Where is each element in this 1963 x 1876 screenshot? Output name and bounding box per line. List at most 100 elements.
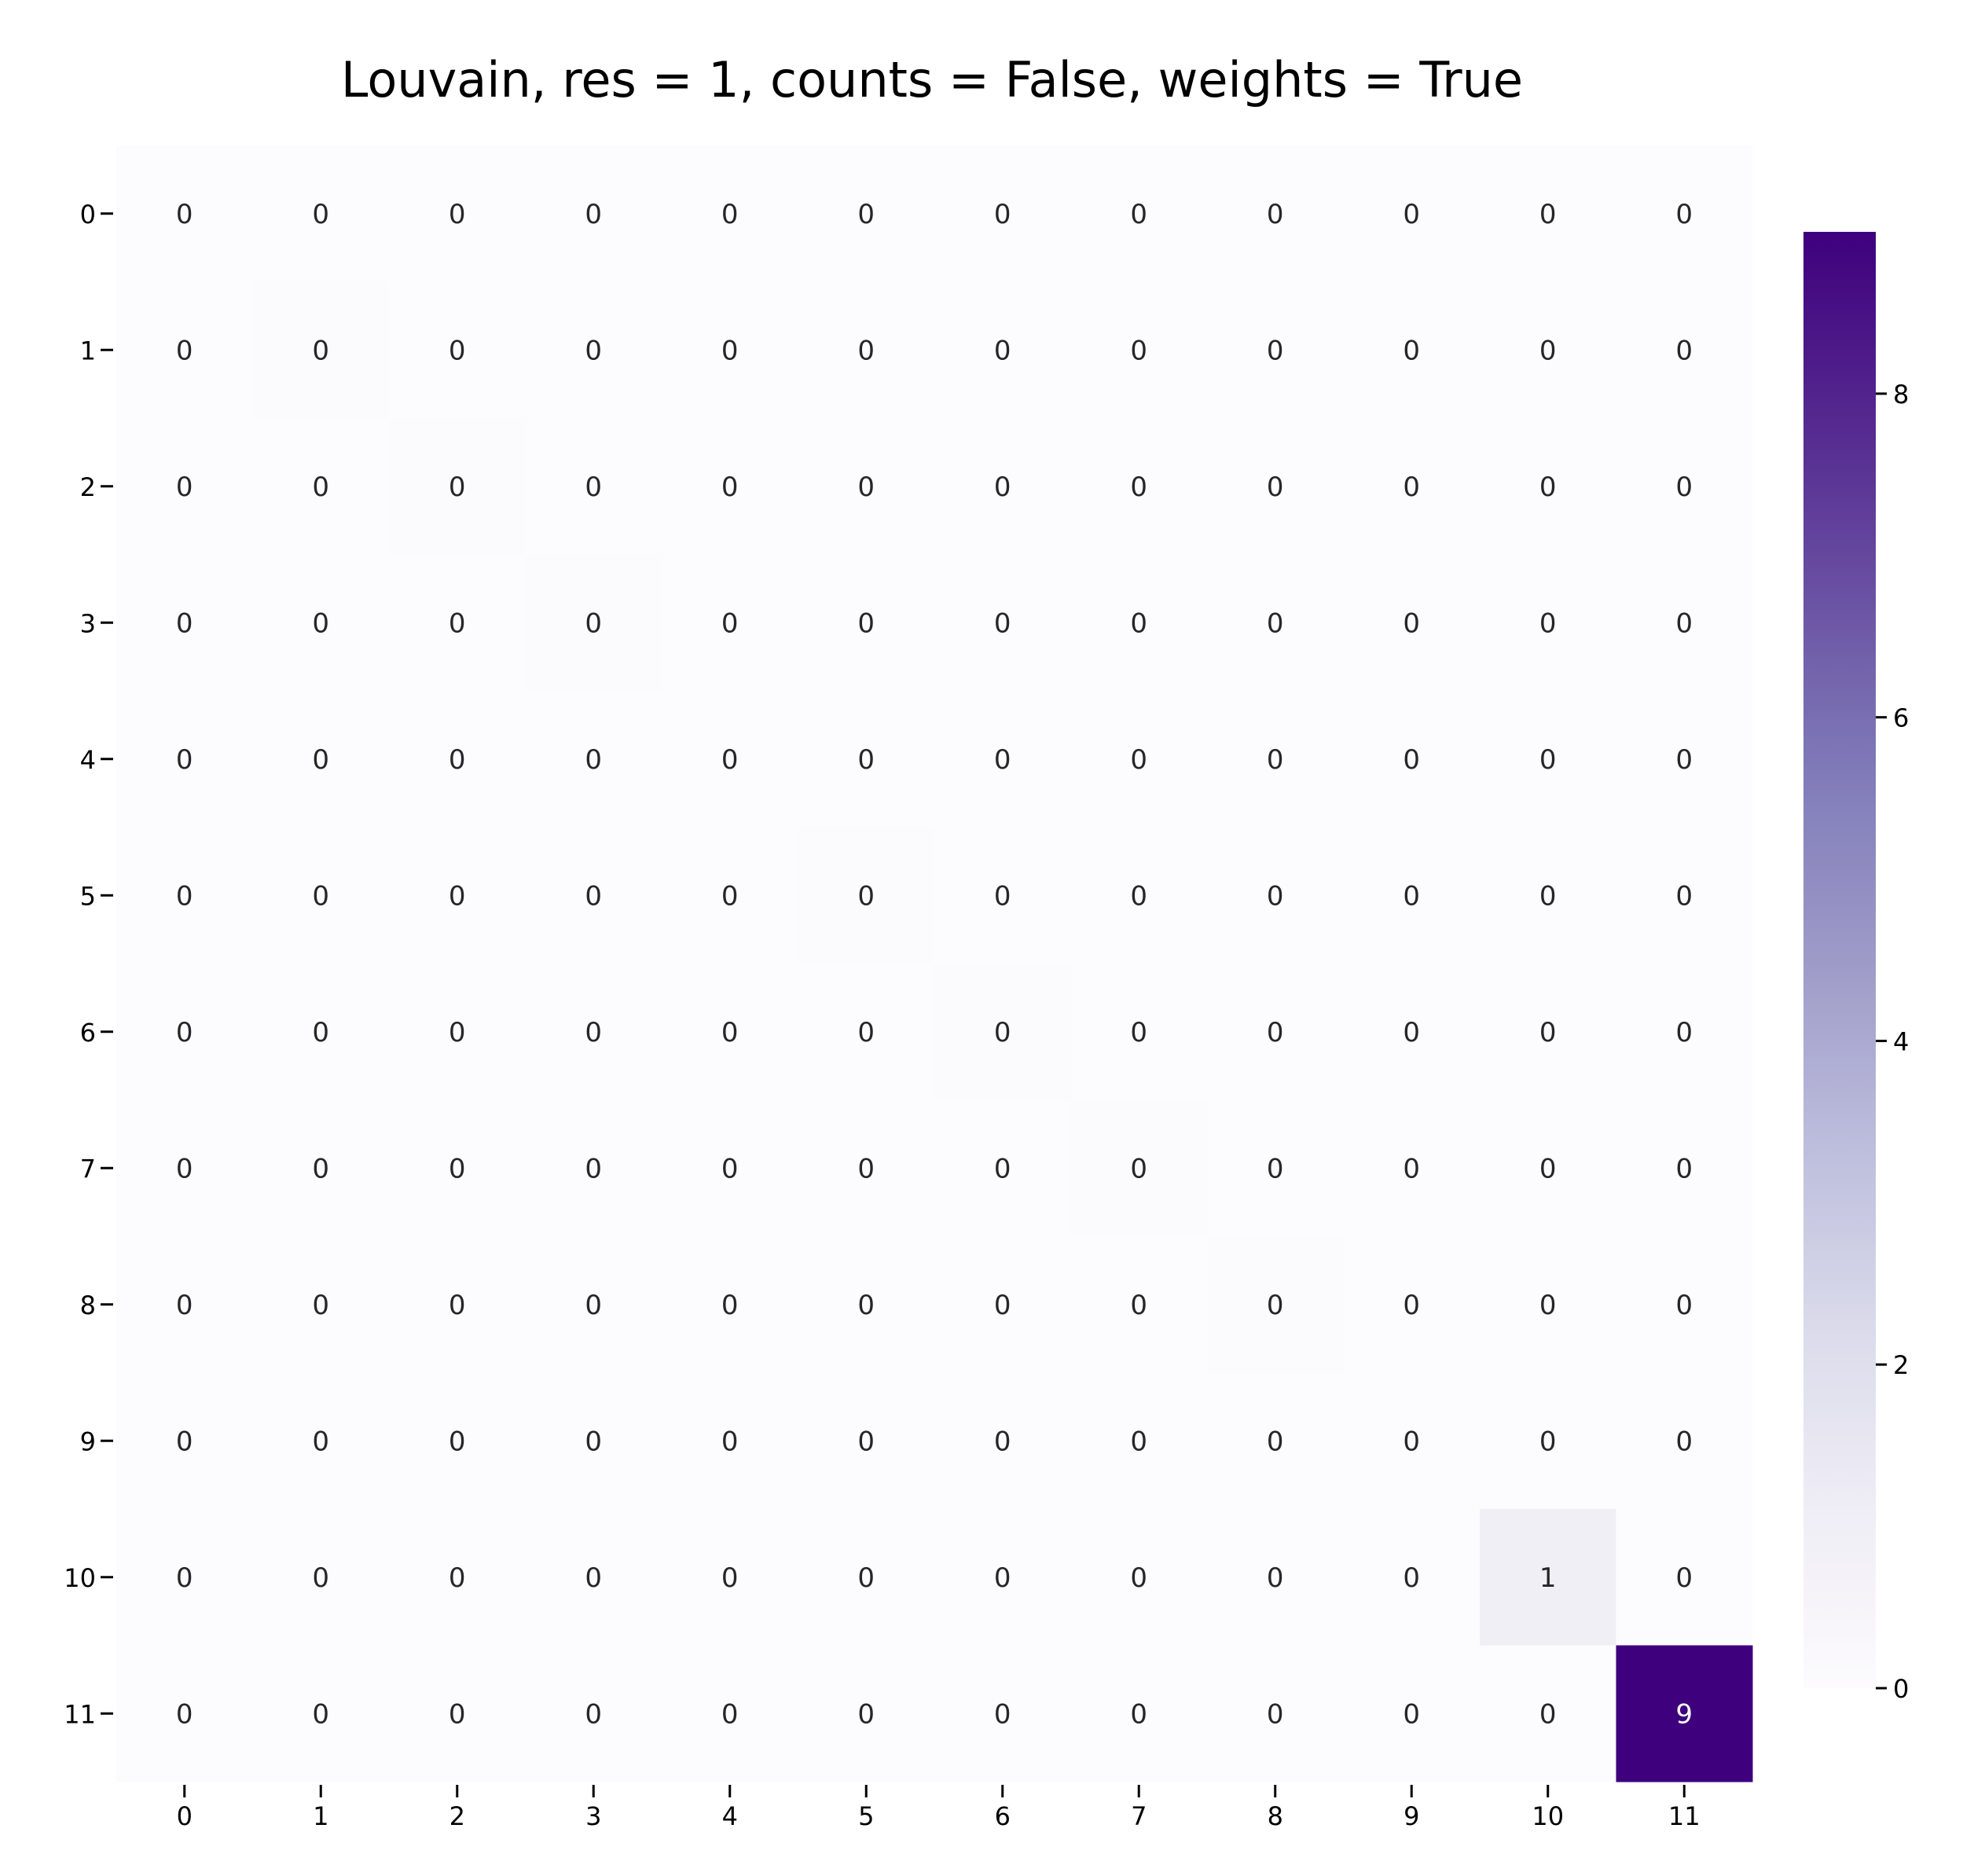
cell-label-9-4: 0	[721, 1426, 739, 1457]
cell-label-2-2: 0	[449, 472, 466, 503]
heatmap-cell-2-1	[252, 418, 390, 555]
cell-label-11-1: 0	[312, 1698, 329, 1730]
y-tick-label-7: 7	[80, 1154, 96, 1184]
cell-label-7-4: 0	[721, 1153, 739, 1184]
cell-label-5-2: 0	[449, 880, 466, 912]
cell-label-3-3: 0	[585, 608, 602, 639]
heatmap-cell-9-6	[934, 1372, 1071, 1510]
heatmap-cell-10-0	[116, 1509, 253, 1646]
heatmap-cell-11-6	[934, 1645, 1071, 1782]
heatmap-cell-7-4	[662, 1100, 798, 1237]
cell-label-1-11: 0	[1675, 335, 1693, 366]
cell-label-0-7: 0	[1130, 199, 1147, 230]
x-tick-label-9: 9	[1403, 1801, 1419, 1831]
cell-label-8-1: 0	[312, 1290, 329, 1321]
heatmap-cell-1-0	[116, 281, 253, 419]
cell-label-0-0: 0	[176, 199, 193, 230]
heatmap-cell-4-5	[798, 691, 935, 828]
cell-label-4-4: 0	[721, 744, 739, 776]
y-tick-label-5: 5	[80, 881, 96, 911]
x-tick-label-8: 8	[1268, 1801, 1283, 1831]
heatmap-cell-9-7	[1070, 1372, 1208, 1510]
heatmap-cell-2-10	[1480, 418, 1616, 555]
heatmap-cell-5-9	[1343, 827, 1481, 964]
cell-label-9-0: 0	[176, 1426, 193, 1457]
heatmap-cell-8-5	[798, 1236, 935, 1373]
heatmap-cell-10-7	[1070, 1509, 1208, 1646]
cell-label-4-5: 0	[857, 744, 875, 776]
cell-label-7-11: 0	[1675, 1153, 1693, 1184]
cell-label-4-0: 0	[176, 744, 193, 776]
cell-label-10-1: 0	[312, 1562, 329, 1594]
cell-label-6-1: 0	[312, 1017, 329, 1048]
heatmap-cell-6-6	[934, 964, 1071, 1100]
heatmap-cell-11-1	[252, 1645, 390, 1782]
cell-label-2-10: 0	[1539, 472, 1557, 503]
cell-label-5-9: 0	[1403, 880, 1420, 912]
heatmap-cell-10-2	[389, 1509, 526, 1646]
cell-label-2-1: 0	[312, 472, 329, 503]
heatmap-cell-2-6	[934, 418, 1071, 555]
cell-label-5-0: 0	[176, 880, 193, 912]
heatmap-cell-10-11	[1616, 1509, 1753, 1646]
heatmap-cell-4-3	[525, 691, 662, 828]
heatmap-cell-4-6	[934, 691, 1071, 828]
heatmap-cell-11-0	[116, 1645, 253, 1782]
heatmap-cell-6-1	[252, 964, 390, 1100]
heatmap-cell-8-2	[389, 1236, 526, 1373]
heatmap-cell-11-4	[662, 1645, 798, 1782]
cell-label-2-4: 0	[721, 472, 739, 503]
heatmap-cell-4-8	[1207, 691, 1344, 828]
cell-label-9-2: 0	[449, 1426, 466, 1457]
cell-label-1-8: 0	[1267, 335, 1284, 366]
cell-label-1-7: 0	[1130, 335, 1147, 366]
x-tick-label-2: 2	[449, 1801, 465, 1831]
cell-label-3-1: 0	[312, 608, 329, 639]
heatmap-cell-4-9	[1343, 691, 1481, 828]
cell-label-0-2: 0	[449, 199, 466, 230]
cell-label-4-7: 0	[1130, 744, 1147, 776]
colorbar-tick-label-2: 2	[1893, 1350, 1909, 1380]
heatmap-cell-6-5	[798, 964, 935, 1100]
cell-label-11-8: 0	[1267, 1698, 1284, 1730]
heatmap-cell-4-0	[116, 691, 253, 828]
heatmap-cell-4-1	[252, 691, 390, 828]
heatmap-cell-9-3	[525, 1372, 662, 1510]
cell-label-2-9: 0	[1403, 472, 1420, 503]
heatmap-cell-11-7	[1070, 1645, 1208, 1782]
heatmap-cell-7-10	[1480, 1100, 1616, 1237]
heatmap-cell-10-4	[662, 1509, 798, 1646]
x-tick-label-0: 0	[177, 1801, 193, 1831]
heatmap-cell-9-0	[116, 1372, 253, 1510]
heatmap-cell-1-9	[1343, 281, 1481, 419]
colorbar: 0 2 4 6 8	[1803, 232, 1909, 1704]
heatmap-cell-9-4	[662, 1372, 798, 1510]
cell-label-5-3: 0	[585, 880, 602, 912]
heatmap-cell-0-6	[934, 145, 1071, 282]
x-tick-label-5: 5	[858, 1801, 874, 1831]
cell-label-8-0: 0	[176, 1290, 193, 1321]
cell-label-7-6: 0	[994, 1153, 1011, 1184]
x-tick-label-10: 10	[1532, 1801, 1564, 1831]
heatmap-cell-5-7	[1070, 827, 1208, 964]
heatmap-cell-7-1	[252, 1100, 390, 1237]
cell-label-3-4: 0	[721, 608, 739, 639]
heatmap-cell-5-8	[1207, 827, 1344, 964]
heatmap-cell-3-6	[934, 554, 1071, 692]
cell-label-6-4: 0	[721, 1017, 739, 1048]
heatmap-cell-9-9	[1343, 1372, 1481, 1510]
heatmap-cell-9-5	[798, 1372, 935, 1510]
heatmap-cell-2-3	[525, 418, 662, 555]
heatmap-cell-3-0	[116, 554, 253, 692]
cell-label-0-10: 0	[1539, 199, 1557, 230]
heatmap-cell-2-7	[1070, 418, 1208, 555]
heatmap-cell-5-2	[389, 827, 526, 964]
cell-label-8-11: 0	[1675, 1290, 1693, 1321]
cell-label-5-8: 0	[1267, 880, 1284, 912]
heatmap-cell-5-11	[1616, 827, 1753, 964]
cell-label-8-7: 0	[1130, 1290, 1147, 1321]
cell-label-4-9: 0	[1403, 744, 1420, 776]
cell-label-8-5: 0	[857, 1290, 875, 1321]
heatmap-cell-6-7	[1070, 964, 1208, 1100]
heatmap-cell-6-3	[525, 964, 662, 1100]
